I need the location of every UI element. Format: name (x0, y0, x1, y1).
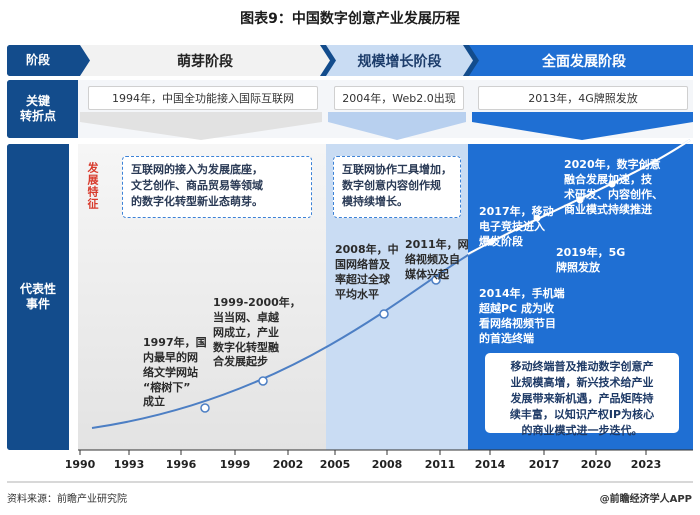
phase-2-name: 规模增长阶段 (336, 51, 463, 71)
tick-label: 2020 (576, 458, 616, 471)
event-2019: 2019年，5G 牌照发放 (556, 246, 625, 276)
tick-label: 2002 (268, 458, 308, 471)
tick-label: 2008 (367, 458, 407, 471)
feature-phase-2: 互联网协作工具增加， 数字创意内容创作规 模持续增长。 (333, 156, 461, 218)
summary-box: 移动终端普及推动数字创意产 业规模高增，新兴技术给产业 发展带来新机遇，产品矩阵… (484, 352, 680, 434)
tick-label: 2023 (626, 458, 666, 471)
stage-row-label: 阶段 (7, 45, 69, 76)
tick-label: 1999 (215, 458, 255, 471)
tick-label: 1996 (161, 458, 201, 471)
tick-label: 1993 (109, 458, 149, 471)
turning-row-label: 关键 转折点 (7, 80, 69, 138)
event-2020: 2020年，数字创意 融合发展加速，技 术研发、内容创作、 商业模式持续推进 (564, 158, 663, 217)
milestone-2013: 2013年，4G牌照发放 (478, 86, 688, 110)
marker-2000 (259, 377, 267, 385)
brand-credit: @前瞻经济学人APP (600, 490, 692, 505)
event-2014: 2014年，手机端 超越PC 成为收 看网络视频节目 的首选终端 (479, 287, 565, 346)
phase-1-name: 萌芽阶段 (90, 51, 320, 71)
phase-3-name: 全面发展阶段 (479, 51, 689, 71)
event-1999-2000: 1999-2000年， 当当网、卓越 网成立，产业 数字化转型融 合发展起步 (213, 296, 301, 370)
milestone-2004: 2004年，Web2.0出现 (334, 86, 464, 110)
tick-label: 2017 (524, 458, 564, 471)
event-2017: 2017年，移动 电子竞技进入 爆发阶段 (479, 205, 554, 250)
event-2011: 2011年，网 络视频及自 媒体兴起 (405, 238, 469, 283)
event-1997: 1997年，国 内最早的网 络文学网站 “榕树下” 成立 (143, 336, 207, 410)
source-note: 资料来源：前瞻产业研究院 (7, 490, 127, 505)
marker-2008 (380, 310, 388, 318)
milestone-1994: 1994年，中国全功能接入国际互联网 (88, 86, 318, 110)
tick-label: 2005 (315, 458, 355, 471)
tick-label: 2011 (420, 458, 460, 471)
event-2008: 2008年，中 国网络普及 率超过全球 平均水平 (335, 243, 399, 302)
tick-label: 2014 (470, 458, 510, 471)
feature-phase-1: 互联网的接入为发展底座， 文艺创作、商品贸易等领域 的数字化转型新业态萌芽。 (122, 156, 312, 218)
features-label: 发展特征 (84, 162, 100, 210)
events-row-label: 代表性 事件 (7, 144, 69, 450)
tick-label: 1990 (60, 458, 100, 471)
